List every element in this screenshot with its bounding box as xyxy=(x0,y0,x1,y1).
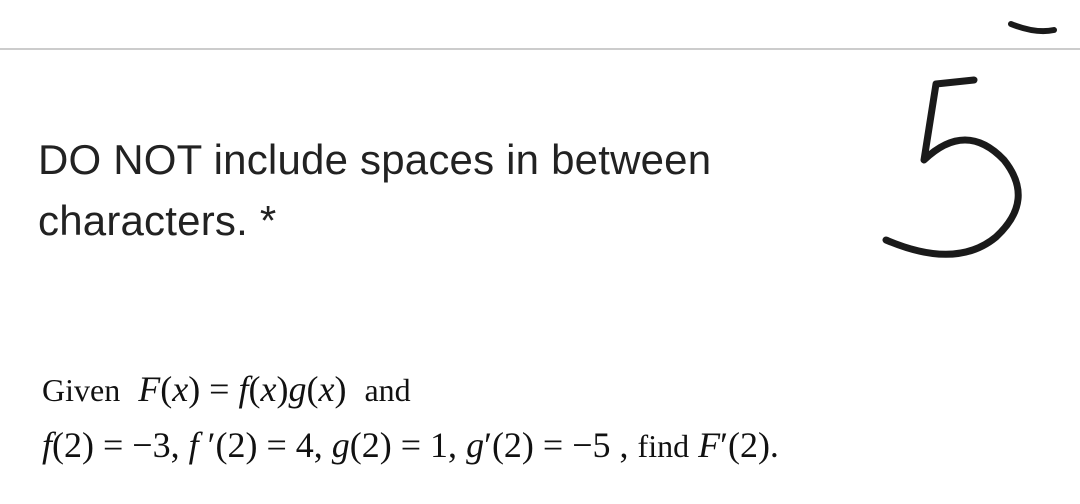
instruction-line2: characters. xyxy=(38,197,248,244)
values-line: f(2) = −3, f ′(2) = 4, g(2) = 1, g′(2) =… xyxy=(42,425,779,465)
required-asterisk: * xyxy=(260,197,277,244)
function-definition: F xyxy=(138,369,160,409)
instruction-line1: DO NOT include spaces in between xyxy=(38,136,711,183)
given-word: Given xyxy=(42,372,120,408)
instruction-text: DO NOT include spaces in between charact… xyxy=(38,130,758,252)
question-text: Given F(x) = f(x)g(x) and f(2) = −3, f ′… xyxy=(42,362,1042,474)
handwritten-annotation xyxy=(836,12,1066,272)
and-word: and xyxy=(364,372,410,408)
top-divider xyxy=(0,48,1080,50)
